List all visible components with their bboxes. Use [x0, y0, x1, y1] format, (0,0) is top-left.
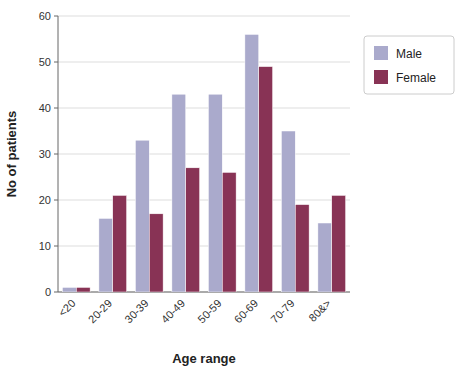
x-tick-label: 50-59	[195, 297, 223, 325]
y-tick-label: 30	[39, 148, 51, 160]
y-tick	[54, 200, 58, 201]
bar	[318, 223, 332, 292]
y-tick-label: 40	[39, 102, 51, 114]
legend-swatch	[374, 70, 388, 84]
grid-line	[58, 16, 350, 17]
y-tick	[54, 246, 58, 247]
legend-label: Male	[396, 47, 422, 61]
y-tick-label: 0	[45, 286, 51, 298]
grid-line	[58, 154, 350, 155]
x-tick-label: <20	[56, 297, 78, 319]
legend-box	[364, 36, 454, 94]
bar	[62, 287, 76, 292]
x-tick-label: 40-49	[159, 297, 187, 325]
bar	[149, 214, 163, 292]
bars	[62, 34, 345, 292]
y-tick	[54, 154, 58, 155]
chart-container: 0 10 20 30 40 50 60 <20 20-29 30-39 40-49 50-59 60-6…	[0, 0, 463, 375]
bar	[222, 172, 236, 292]
grid-line	[58, 108, 350, 109]
x-axis-title: Age range	[172, 351, 236, 366]
bar	[135, 140, 149, 292]
bar	[76, 287, 90, 292]
bar	[186, 168, 200, 292]
y-tick-label: 60	[39, 10, 51, 22]
legend: Male Female	[364, 36, 454, 94]
y-tick-label: 10	[39, 240, 51, 252]
y-axis-title: No of patients	[4, 111, 19, 198]
bar	[259, 67, 273, 292]
bar	[208, 94, 222, 292]
bar	[172, 94, 186, 292]
chart-svg: 0 10 20 30 40 50 60 <20 20-29 30-39 40-49 50-59 60-6…	[0, 0, 463, 375]
x-tick-label: 30-39	[122, 297, 150, 325]
axes: 0 10 20 30 40 50 60 <20 20-29 30-39 40-49 50-59 60-6…	[39, 10, 350, 325]
bar	[281, 131, 295, 292]
y-tick	[54, 292, 58, 293]
grid	[58, 16, 350, 292]
bar	[99, 218, 113, 292]
x-tick-label: 60-69	[232, 297, 260, 325]
legend-swatch	[374, 46, 388, 60]
y-tick	[54, 108, 58, 109]
bar	[332, 195, 346, 292]
grid-line	[58, 200, 350, 201]
y-tick-label: 20	[39, 194, 51, 206]
x-tick-label: 20-29	[86, 297, 114, 325]
grid-line	[58, 62, 350, 63]
y-tick-label: 50	[39, 56, 51, 68]
bar	[113, 195, 127, 292]
x-tick-label: 70-79	[268, 297, 296, 325]
y-axis-line	[58, 16, 59, 292]
legend-label: Female	[396, 71, 436, 85]
y-tick	[54, 16, 58, 17]
x-tick-label: 80&>	[306, 297, 333, 324]
y-tick	[54, 62, 58, 63]
bar	[295, 205, 309, 292]
bar	[245, 34, 259, 292]
